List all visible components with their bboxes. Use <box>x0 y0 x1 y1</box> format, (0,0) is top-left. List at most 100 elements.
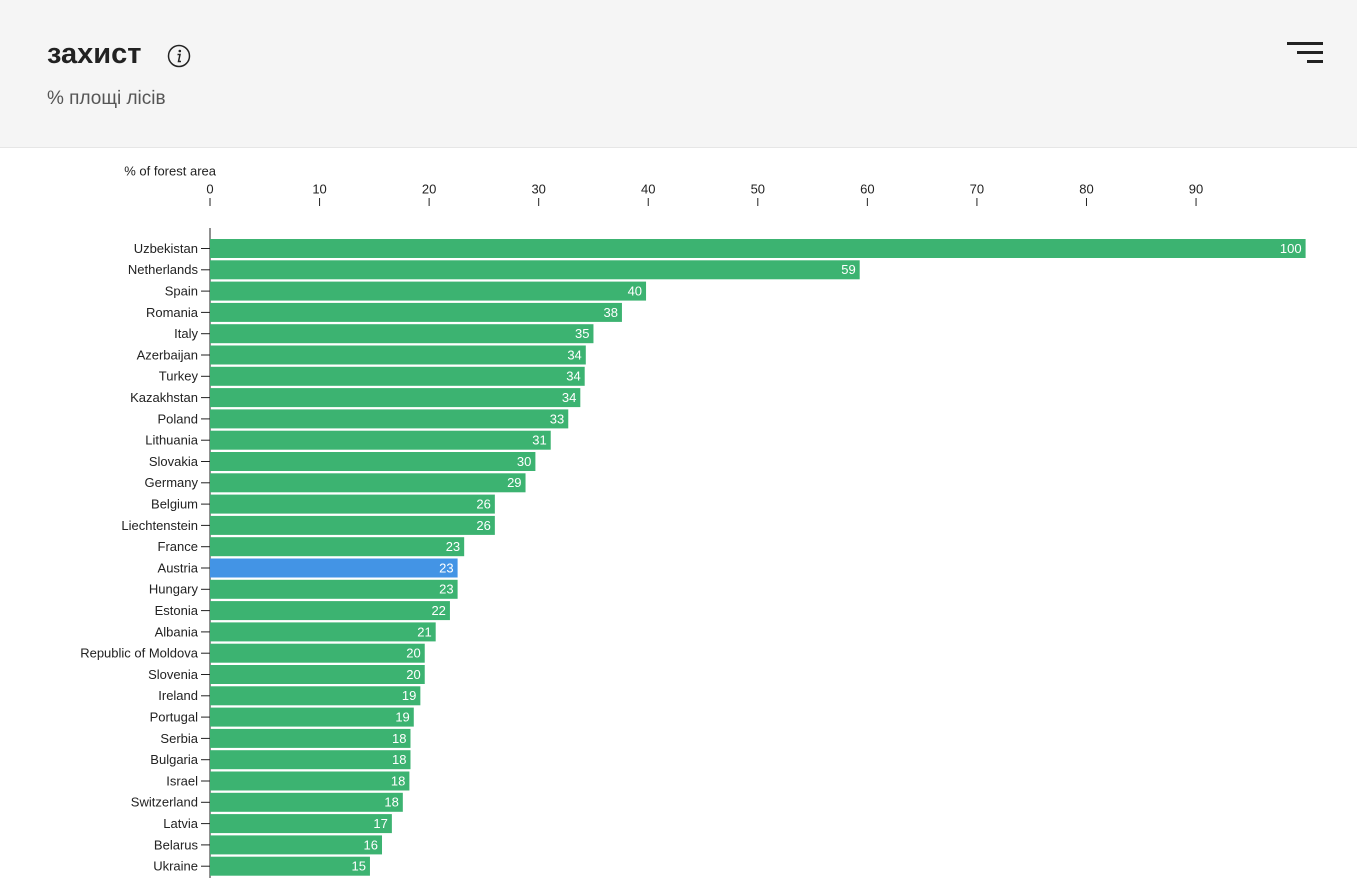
value-label: 18 <box>392 731 406 746</box>
value-label: 23 <box>439 560 453 575</box>
value-label: 21 <box>417 624 431 639</box>
y-tick-label: Latvia <box>163 816 198 831</box>
bar <box>210 835 383 855</box>
bar <box>210 537 465 557</box>
bar <box>210 345 586 365</box>
x-tick-label: 0 <box>206 181 213 196</box>
y-tick-label: Lithuania <box>145 433 199 448</box>
y-tick-label: Ukraine <box>153 859 198 874</box>
y-tick-label: Italy <box>174 326 198 341</box>
value-label: 15 <box>351 859 365 874</box>
bar <box>210 260 860 280</box>
value-label: 20 <box>406 667 420 682</box>
bar <box>210 452 536 471</box>
x-tick-label: 70 <box>970 181 984 196</box>
y-tick-label: Republic of Moldova <box>80 646 199 661</box>
x-tick-label: 20 <box>422 181 436 196</box>
x-tick-label: 60 <box>860 181 874 196</box>
bar <box>210 473 526 493</box>
info-icon[interactable] <box>167 44 191 68</box>
axis-label: % of forest area <box>124 163 217 178</box>
value-label: 22 <box>431 603 445 618</box>
value-label: 20 <box>406 646 420 661</box>
x-tick-label: 50 <box>751 181 765 196</box>
bar <box>210 409 569 429</box>
bar <box>210 558 458 578</box>
chart: % of forest area 0 10 20 30 40 50 60 70 80 90 Uzbek… <box>80 163 1306 878</box>
x-tick-label: 90 <box>1189 181 1203 196</box>
y-tick-label: France <box>158 539 198 554</box>
bar <box>210 366 585 386</box>
y-tick-label: Serbia <box>160 731 198 746</box>
bar <box>210 388 581 408</box>
bar <box>210 515 495 535</box>
value-label: 17 <box>373 816 387 831</box>
title: захист <box>47 38 142 70</box>
value-label: 33 <box>550 411 564 426</box>
value-label: 35 <box>575 326 589 341</box>
y-tick-label: Spain <box>165 284 198 299</box>
bar <box>210 665 425 684</box>
value-label: 23 <box>446 539 460 554</box>
y-tick-label: Albania <box>155 624 199 639</box>
value-label: 34 <box>566 369 580 384</box>
y-tick-label: Bulgaria <box>150 752 198 767</box>
y-tick-label: Romania <box>146 305 199 320</box>
bar <box>210 494 495 514</box>
bar <box>210 324 594 344</box>
value-label: 26 <box>476 497 490 512</box>
y-tick-label: Kazakhstan <box>130 390 198 405</box>
value-label: 59 <box>841 262 855 277</box>
y-tick-label: Israel <box>166 773 198 788</box>
value-label: 40 <box>628 284 642 299</box>
y-tick-label: Switzerland <box>131 795 198 810</box>
x-tick-label: 30 <box>531 181 545 196</box>
y-tick-label: Turkey <box>159 369 199 384</box>
bar <box>210 601 450 621</box>
bar <box>210 622 436 642</box>
bar <box>210 814 392 834</box>
bar <box>210 856 370 876</box>
value-label: 30 <box>517 454 531 469</box>
bar <box>210 643 425 663</box>
value-label: 18 <box>392 752 406 767</box>
menu-icon[interactable] <box>1287 40 1327 66</box>
y-tick-label: Belarus <box>154 837 199 852</box>
x-tick-label: 80 <box>1079 181 1093 196</box>
y-tick-label: Portugal <box>150 710 199 725</box>
y-tick-label: Poland <box>158 411 198 426</box>
y-tick-label: Slovakia <box>149 454 199 469</box>
bar <box>210 771 410 791</box>
y-tick-label: Uzbekistan <box>134 241 198 256</box>
value-label: 29 <box>507 475 521 490</box>
value-label: 19 <box>402 688 416 703</box>
header: захист % площі лісів <box>0 0 1357 148</box>
y-tick-label: Azerbaijan <box>137 347 198 362</box>
bar <box>210 792 403 812</box>
bar <box>210 686 421 706</box>
y-tick-label: Netherlands <box>128 262 199 277</box>
value-label: 16 <box>364 837 378 852</box>
value-label: 19 <box>395 710 409 725</box>
value-label: 26 <box>476 518 490 533</box>
y-tick-label: Ireland <box>158 688 198 703</box>
bar <box>210 728 411 748</box>
value-label: 31 <box>532 433 546 448</box>
bar <box>210 239 1306 258</box>
value-label: 100 <box>1280 241 1302 256</box>
bar <box>210 281 647 301</box>
y-tick-label: Hungary <box>149 582 199 597</box>
value-label: 38 <box>603 305 617 320</box>
y-tick-label: Estonia <box>155 603 199 618</box>
value-label: 23 <box>439 582 453 597</box>
y-tick-label: Liechtenstein <box>121 518 198 533</box>
value-label: 18 <box>384 795 398 810</box>
y-tick-label: Germany <box>145 475 199 490</box>
bar <box>210 579 458 599</box>
subtitle: % площі лісів <box>47 88 166 109</box>
x-tick-label: 10 <box>312 181 326 196</box>
bar <box>210 302 622 322</box>
y-tick-label: Austria <box>158 560 199 575</box>
bar <box>210 707 414 727</box>
